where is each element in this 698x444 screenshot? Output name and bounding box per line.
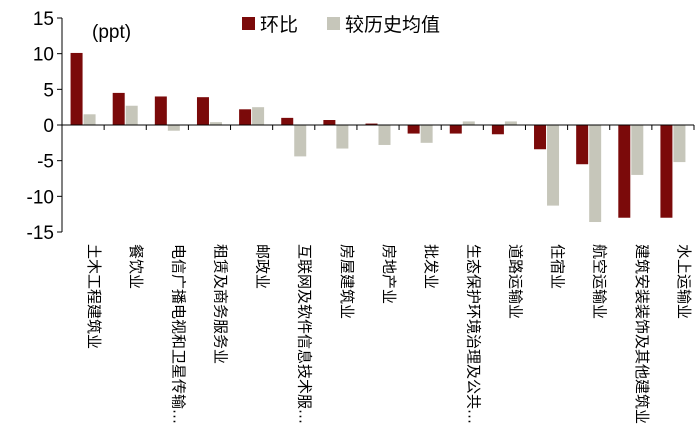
bar-series-0: [323, 120, 336, 125]
unit-label: (ppt): [92, 22, 131, 43]
y-tick-label: -15: [27, 223, 54, 244]
y-tick-label: 10: [33, 45, 54, 66]
x-axis: [61, 124, 695, 130]
bar-series-0: [112, 92, 125, 125]
bar-series-1: [420, 125, 433, 143]
x-tick-label: 住宿业: [549, 244, 567, 289]
bar-series-1: [125, 105, 138, 125]
x-tick-label: 土木工程建筑业: [85, 244, 103, 349]
bar-series-0: [407, 125, 420, 134]
bar-series-1: [589, 125, 602, 223]
bar-series-0: [281, 117, 294, 125]
x-tick-label: 房屋建筑业: [338, 244, 356, 319]
bars: [70, 52, 686, 223]
x-tick-label: 生态保护环境治理及公共…: [464, 244, 482, 424]
y-tick-label: 15: [33, 9, 54, 30]
bar-series-0: [70, 52, 83, 126]
x-tick-label: 租赁及商务服务业: [211, 244, 229, 364]
legend-swatch-series-1: [327, 17, 340, 30]
bar-series-0: [449, 125, 462, 134]
bar-series-1: [252, 107, 265, 125]
x-tick-label: 建筑安装装饰及其他建筑业: [633, 244, 651, 424]
x-tick-label: 批发业: [422, 244, 440, 289]
bar-series-0: [618, 125, 631, 218]
bar-series-0: [660, 125, 673, 218]
x-tick-label: 道路运输业: [506, 244, 524, 319]
x-tick-label: 互联网及软件信息技术服…: [296, 244, 314, 424]
bar-series-1: [209, 122, 222, 125]
bar-series-0: [154, 96, 167, 125]
bar-series-0: [576, 125, 589, 165]
bar-series-0: [365, 123, 378, 125]
bar-series-1: [631, 125, 644, 175]
bar-series-1: [294, 125, 307, 157]
bar-series-1: [547, 125, 560, 206]
bar-series-1: [167, 125, 180, 131]
x-tick-label: 电信广播电视和卫星传输…: [169, 244, 187, 424]
x-tick-label: 航空运输业: [591, 244, 609, 319]
bar-series-0: [491, 125, 504, 135]
bar-series-1: [504, 121, 517, 125]
y-tick-label: 0: [43, 116, 54, 137]
legend-label-series-1: 较历史均值: [345, 14, 440, 36]
bar-series-0: [239, 109, 252, 125]
bar-series-1: [378, 125, 391, 145]
y-tick-label: -10: [27, 187, 54, 208]
bar-series-0: [534, 125, 547, 150]
bar-series-1: [336, 125, 349, 149]
y-tick-label: -5: [37, 152, 54, 173]
category-labels: 土木工程建筑业 餐饮业 电信广播电视和卫星传输… 租赁及商务服务业 邮政业 互联网及软件信…: [85, 244, 693, 424]
x-tick-label: 水上运输业: [675, 244, 693, 319]
x-tick-label: 餐饮业: [127, 244, 145, 289]
y-axis: 15 10 5 0 -5 -10 -15: [27, 9, 63, 244]
legend: 环比 较历史均值: [242, 14, 440, 36]
x-tick-label: 邮政业: [254, 244, 272, 289]
bar-series-0: [196, 97, 209, 125]
x-tick-label: 房地产业: [380, 244, 398, 304]
bar-series-1: [673, 125, 686, 163]
y-tick-label: 5: [43, 80, 54, 101]
bar-series-1: [83, 114, 96, 125]
legend-label-series-0: 环比: [260, 14, 298, 36]
bar-series-1: [462, 121, 475, 125]
legend-swatch-series-0: [242, 17, 255, 30]
